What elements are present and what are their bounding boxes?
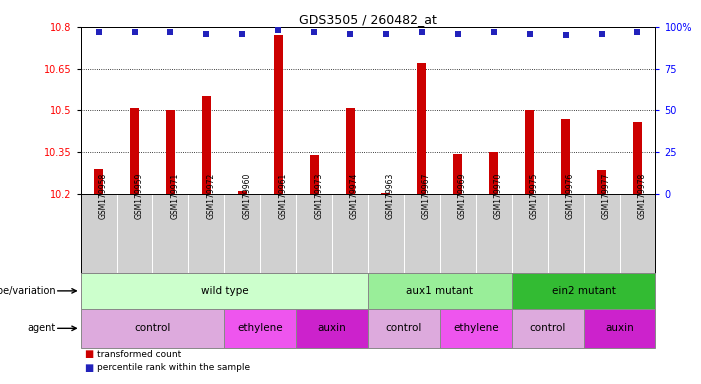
Bar [81,273,368,309]
Point [596,30,607,36]
Text: ■: ■ [84,349,93,359]
Bar [512,309,583,348]
Bar [297,309,368,348]
Bar [130,108,139,194]
Text: GSM179972: GSM179972 [206,173,215,219]
Text: GSM179969: GSM179969 [458,173,467,220]
Text: aux1 mutant: aux1 mutant [407,286,473,296]
Bar [440,309,512,348]
Text: GSM179973: GSM179973 [314,173,323,220]
Point [165,29,176,35]
Point [488,29,499,35]
Point [560,32,571,38]
Text: ■: ■ [84,362,93,373]
Bar [94,169,103,194]
Text: percentile rank within the sample: percentile rank within the sample [97,363,250,372]
Point [524,30,536,36]
Bar [224,309,297,348]
Text: GSM179976: GSM179976 [566,173,575,220]
Title: GDS3505 / 260482_at: GDS3505 / 260482_at [299,13,437,26]
Bar [633,121,642,194]
Bar [238,191,247,194]
Point [200,30,212,36]
Text: transformed count: transformed count [97,350,181,359]
Bar [166,111,175,194]
Text: GSM179970: GSM179970 [494,173,503,220]
Text: GSM179977: GSM179977 [601,173,611,220]
Text: ethylene: ethylene [238,323,283,333]
Point [381,30,392,36]
Text: GSM179978: GSM179978 [637,173,646,219]
Point [93,29,104,35]
Text: GSM179971: GSM179971 [170,173,179,219]
Point [273,27,284,33]
Bar [525,111,534,194]
Bar [512,273,655,309]
Bar [381,192,390,194]
Point [632,29,643,35]
Point [129,29,140,35]
Point [237,30,248,36]
Bar [368,309,440,348]
Text: GSM179963: GSM179963 [386,173,395,220]
Text: GSM179959: GSM179959 [135,173,144,220]
Point [308,29,320,35]
Bar [583,309,655,348]
Bar [454,154,463,194]
Bar [417,63,426,194]
Text: wild type: wild type [200,286,248,296]
Text: ethylene: ethylene [453,323,498,333]
Point [452,30,463,36]
Bar [310,155,319,194]
Text: GSM179961: GSM179961 [278,173,287,219]
Bar [368,273,512,309]
Text: GSM179958: GSM179958 [99,173,107,219]
Text: control: control [529,323,566,333]
Bar [597,170,606,194]
Text: ein2 mutant: ein2 mutant [552,286,615,296]
Bar [273,35,283,194]
Text: agent: agent [28,323,56,333]
Bar [202,96,211,194]
Text: control: control [135,323,170,333]
Bar [561,119,570,194]
Point [344,30,355,36]
Point [416,29,428,35]
Bar [489,152,498,194]
Bar [346,108,355,194]
Text: auxin: auxin [605,323,634,333]
Text: GSM179975: GSM179975 [530,173,538,220]
Text: genotype/variation: genotype/variation [0,286,56,296]
Text: GSM179967: GSM179967 [422,173,431,220]
Text: control: control [386,323,422,333]
Text: auxin: auxin [318,323,346,333]
Text: GSM179974: GSM179974 [350,173,359,220]
Bar [81,309,224,348]
Text: GSM179960: GSM179960 [243,173,251,220]
